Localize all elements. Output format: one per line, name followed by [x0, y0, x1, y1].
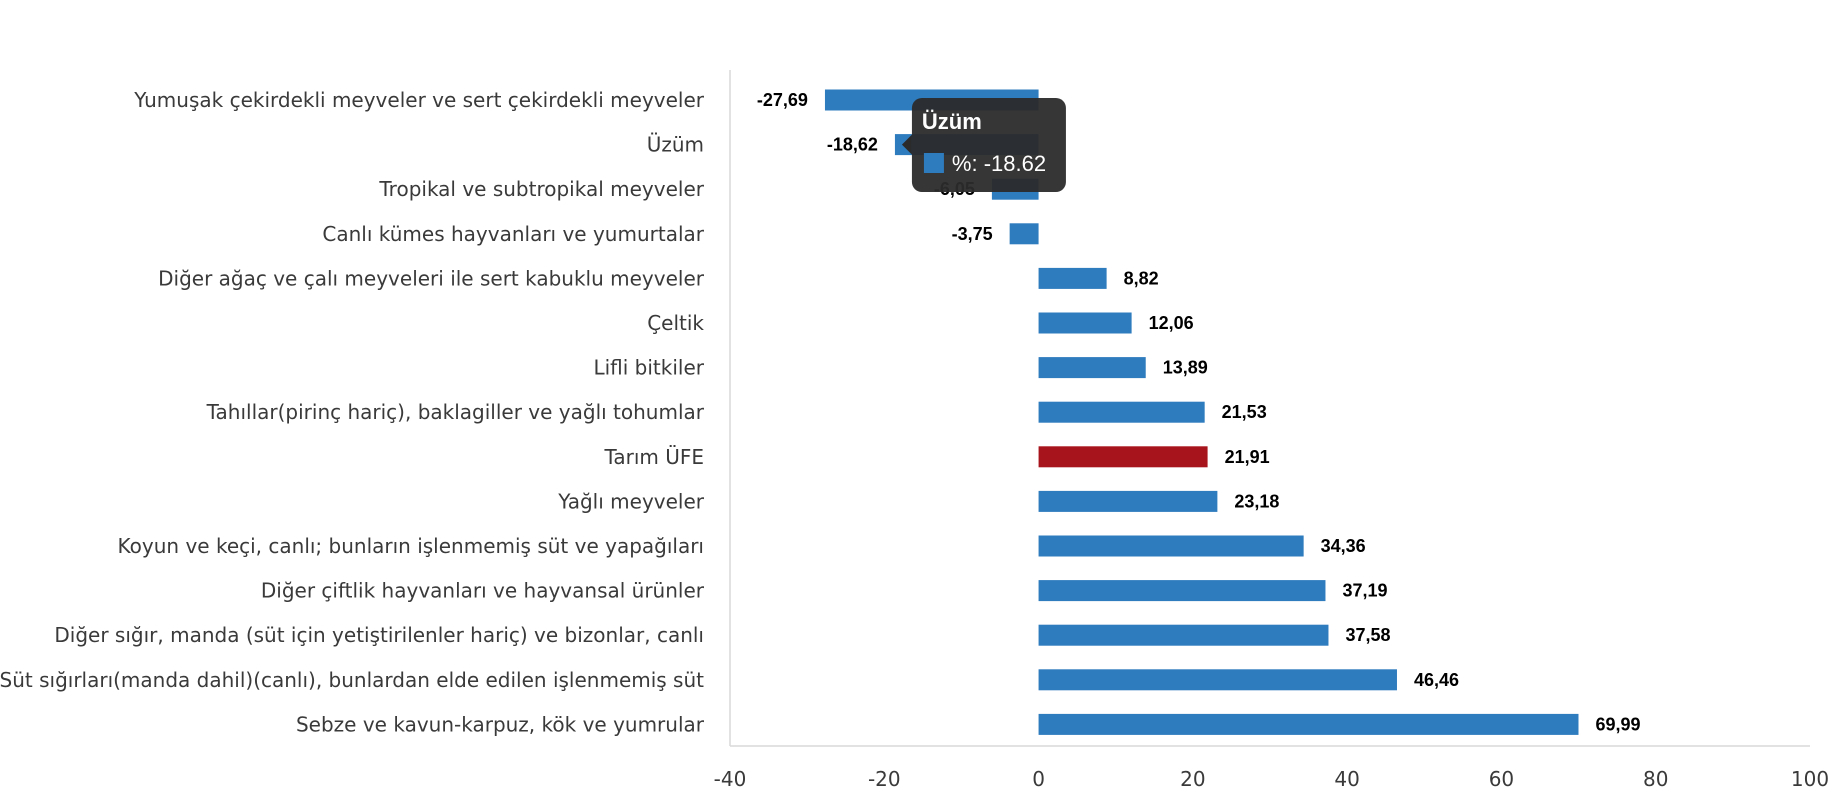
category-label: Tropikal ve subtropikal meyveler [378, 177, 704, 201]
value-label: 21,53 [1222, 402, 1267, 422]
value-label: 12,06 [1149, 313, 1194, 333]
value-label: 23,18 [1234, 491, 1279, 511]
value-label: -18,62 [827, 135, 878, 155]
bar[interactable] [1038, 312, 1132, 334]
category-label: Tarım ÜFE [603, 445, 704, 469]
category-label: Diğer çiftlik hayvanları ve hayvansal ür… [261, 579, 705, 603]
bar[interactable] [1038, 580, 1326, 602]
bar[interactable] [1038, 267, 1107, 289]
value-label: 13,89 [1163, 358, 1208, 378]
bar[interactable] [1038, 713, 1579, 735]
category-label: Süt sığırları(manda dahil)(canlı), bunla… [0, 668, 704, 692]
value-label: 8,82 [1124, 268, 1159, 288]
category-labels: Yumuşak çekirdekli meyveler ve sert çeki… [0, 88, 705, 736]
bar[interactable] [1038, 669, 1397, 691]
category-label: Yağlı meyveler [557, 489, 705, 513]
x-tick-label: 0 [1032, 767, 1045, 791]
x-tick-label: 60 [1489, 767, 1514, 791]
x-tick-label: 20 [1180, 767, 1205, 791]
tooltip-title: Üzüm [922, 109, 982, 134]
tooltip: Üzüm %: -18.62 [901, 98, 1066, 192]
value-label: -27,69 [757, 90, 808, 110]
tooltip-text: %: -18.62 [952, 151, 1046, 176]
bars [824, 89, 1579, 735]
x-tick-label: 80 [1643, 767, 1668, 791]
x-tick-label: -20 [868, 767, 901, 791]
category-label: Yumuşak çekirdekli meyveler ve sert çeki… [133, 88, 705, 112]
x-tick-label: 40 [1334, 767, 1359, 791]
x-tick-label: -40 [714, 767, 747, 791]
category-label: Koyun ve keçi, canlı; bunların işlenmemi… [118, 534, 704, 558]
tooltip-arrow [901, 134, 912, 155]
value-label: 37,19 [1342, 581, 1387, 601]
bar[interactable] [1038, 535, 1304, 557]
bar[interactable] [1038, 401, 1205, 423]
category-label: Diğer sığır, manda (süt için yetiştirile… [54, 623, 704, 647]
value-label: 34,36 [1321, 536, 1366, 556]
bar[interactable] [1038, 446, 1208, 468]
category-label: Canlı kümes hayvanları ve yumurtalar [322, 222, 704, 246]
bar[interactable] [1038, 624, 1329, 646]
x-axis: -40 -20 0 20 40 60 80 100 [714, 70, 1829, 791]
tooltip-swatch [923, 153, 944, 173]
value-label: -3,75 [952, 224, 993, 244]
value-label: 21,91 [1225, 447, 1270, 467]
value-label: 69,99 [1595, 714, 1640, 734]
category-label: Üzüm [647, 133, 704, 157]
bar[interactable] [1038, 357, 1146, 379]
x-tick-label: 100 [1791, 767, 1829, 791]
category-label: Sebze ve kavun-karpuz, kök ve yumrular [296, 712, 705, 736]
category-label: Lifli bitkiler [593, 356, 704, 380]
value-label: 46,46 [1414, 670, 1459, 690]
category-label: Tahıllar(pirinç hariç), baklagiller ve y… [206, 400, 705, 424]
category-label: Çeltik [647, 311, 704, 335]
category-label: Diğer ağaç ve çalı meyveleri ile sert ka… [158, 266, 705, 290]
tooltip-box [911, 98, 1066, 192]
bar[interactable] [1009, 223, 1039, 245]
value-label: 37,58 [1345, 625, 1390, 645]
bar[interactable] [1038, 490, 1218, 512]
